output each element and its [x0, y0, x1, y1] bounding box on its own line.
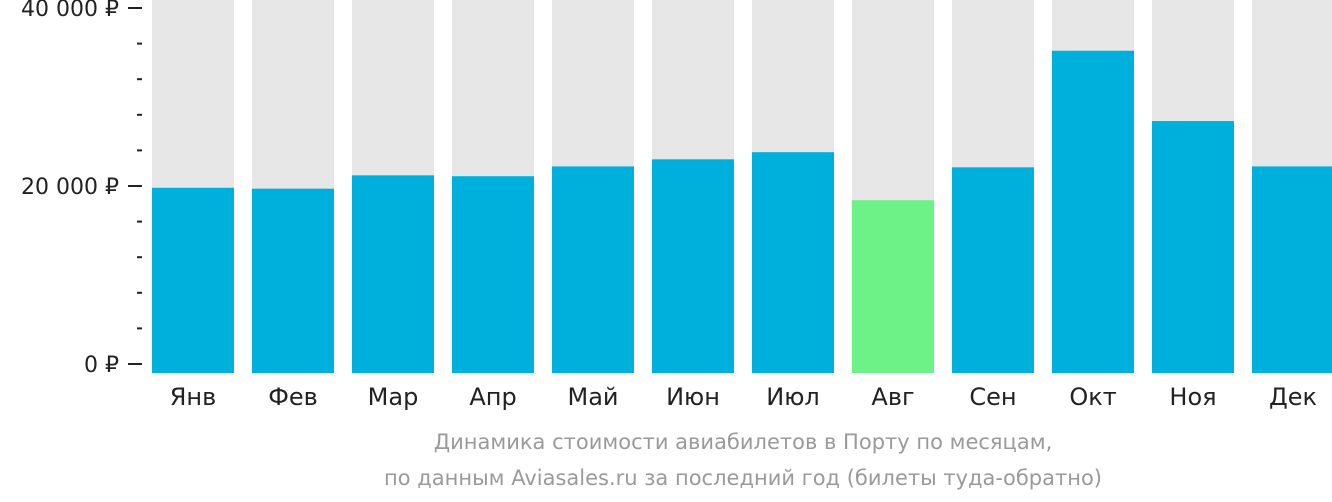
- x-axis-labels: Янв Фев Мар Апр Май Июн Июл Авг Сен Окт Ноя Дек: [170, 383, 1317, 411]
- x-tick-label: Июн: [666, 383, 720, 411]
- x-tick-label: Ноя: [1169, 383, 1216, 411]
- bars: [152, 0, 1332, 373]
- bar: [1052, 50, 1134, 373]
- x-tick-label: Мар: [368, 383, 419, 411]
- y-axis: 0 ₽ 20 000 ₽ 40 000 ₽: [21, 0, 142, 378]
- y-tick-label: 40 000 ₽: [21, 0, 119, 22]
- x-tick-label: Апр: [469, 383, 516, 411]
- chart-caption-line-2: по данным Aviasales.ru за последний год …: [384, 466, 1102, 490]
- bar: [652, 159, 734, 373]
- x-tick-label: Фев: [268, 383, 318, 411]
- bar: [952, 167, 1034, 373]
- bar: [752, 152, 834, 373]
- x-tick-label: Янв: [170, 383, 217, 411]
- x-tick-label: Дек: [1269, 383, 1317, 411]
- chart-caption-line-1: Динамика стоимости авиабилетов в Порту п…: [433, 430, 1053, 454]
- bar: [852, 200, 934, 373]
- bar: [252, 188, 334, 373]
- bar: [352, 175, 434, 373]
- bar: [152, 187, 234, 373]
- y-tick-label: 0 ₽: [84, 353, 119, 378]
- bar: [1152, 121, 1234, 373]
- x-tick-label: Сен: [969, 383, 1016, 411]
- bar: [1252, 166, 1332, 373]
- bar: [552, 166, 634, 373]
- x-tick-label: Авг: [871, 383, 914, 411]
- bar: [452, 176, 534, 373]
- x-tick-label: Окт: [1069, 383, 1116, 411]
- y-tick-label: 20 000 ₽: [21, 175, 119, 200]
- x-tick-label: Май: [567, 383, 618, 411]
- x-tick-label: Июл: [766, 383, 820, 411]
